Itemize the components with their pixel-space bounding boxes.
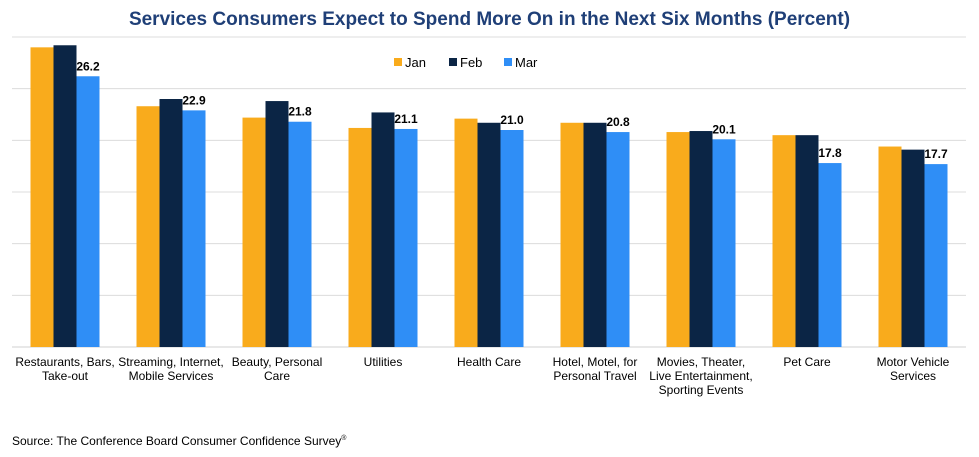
legend-swatch-jan bbox=[394, 58, 402, 66]
bar-jan bbox=[560, 122, 584, 348]
bar-feb bbox=[53, 45, 77, 348]
data-label: 20.1 bbox=[712, 122, 736, 136]
category-label: Pet Care bbox=[783, 355, 831, 369]
data-label: 21.1 bbox=[394, 112, 418, 126]
chart-title: Services Consumers Expect to Spend More … bbox=[128, 9, 851, 30]
bar-feb bbox=[901, 149, 925, 347]
category-label: Care bbox=[264, 369, 290, 383]
bars bbox=[30, 45, 948, 348]
category-label: Movies, Theater, bbox=[657, 355, 746, 369]
category-label: Health Care bbox=[457, 355, 521, 369]
bar-jan bbox=[348, 127, 372, 347]
data-label: 22.9 bbox=[182, 93, 206, 107]
bar-mar bbox=[182, 110, 206, 347]
category-label: Personal Travel bbox=[553, 369, 636, 383]
bar-jan bbox=[242, 117, 266, 347]
bar-mar bbox=[394, 128, 418, 347]
category-label: Services bbox=[890, 369, 936, 383]
bar-feb bbox=[795, 135, 819, 347]
data-label: 17.7 bbox=[924, 147, 948, 161]
bar-jan bbox=[454, 118, 478, 347]
bar-feb bbox=[265, 101, 289, 347]
legend-swatch-mar bbox=[504, 58, 512, 66]
bar-mar bbox=[76, 76, 100, 348]
category-label: Streaming, Internet, bbox=[118, 355, 223, 369]
category-label: Utilities bbox=[364, 355, 403, 369]
category-label: Motor Vehicle bbox=[877, 355, 950, 369]
legend-label-jan: Jan bbox=[405, 55, 426, 70]
bar-jan bbox=[772, 135, 796, 347]
category-label: Mobile Services bbox=[129, 369, 214, 383]
data-label: 20.8 bbox=[606, 115, 630, 129]
bar-jan bbox=[878, 146, 902, 347]
bar-mar bbox=[288, 121, 312, 347]
legend-swatch-feb bbox=[449, 58, 457, 66]
data-label: 21.0 bbox=[500, 113, 524, 127]
bar-jan bbox=[30, 47, 54, 347]
bar-feb bbox=[689, 131, 713, 347]
category-label: Sporting Events bbox=[659, 383, 744, 397]
bar-feb bbox=[477, 122, 501, 348]
bar-mar bbox=[500, 130, 524, 347]
source-text: Source: The Conference Board Consumer Co… bbox=[12, 434, 342, 448]
legend: Jan Feb Mar bbox=[394, 55, 538, 70]
bar-feb bbox=[371, 112, 395, 347]
registered-mark: ® bbox=[341, 435, 347, 442]
legend-label-feb: Feb bbox=[460, 55, 482, 70]
data-label: 17.8 bbox=[818, 146, 842, 160]
legend-label-mar: Mar bbox=[515, 55, 538, 70]
x-axis: Restaurants, Bars,Take-out Streaming, Int… bbox=[15, 355, 949, 397]
data-label: 26.2 bbox=[76, 59, 100, 73]
bar-feb bbox=[583, 122, 607, 348]
category-label: Take-out bbox=[42, 369, 89, 383]
bar-jan bbox=[136, 106, 160, 347]
bar-feb bbox=[159, 99, 183, 347]
category-label: Live Entertainment, bbox=[649, 369, 752, 383]
category-label: Restaurants, Bars, bbox=[15, 355, 114, 369]
category-label: Hotel, Motel, for bbox=[553, 355, 638, 369]
bar-mar bbox=[818, 163, 842, 347]
bar-mar bbox=[606, 132, 630, 347]
data-labels: 26.2 22.9 21.8 21.1 21.0 20.8 20.1 17.8 17.7 bbox=[76, 59, 948, 161]
source-note: Source: The Conference Board Consumer Co… bbox=[12, 434, 346, 448]
category-label: Beauty, Personal bbox=[232, 355, 323, 369]
bar-jan bbox=[666, 132, 690, 347]
bar-mar bbox=[924, 164, 948, 347]
data-label: 21.8 bbox=[288, 105, 312, 119]
bar-mar bbox=[712, 139, 736, 347]
